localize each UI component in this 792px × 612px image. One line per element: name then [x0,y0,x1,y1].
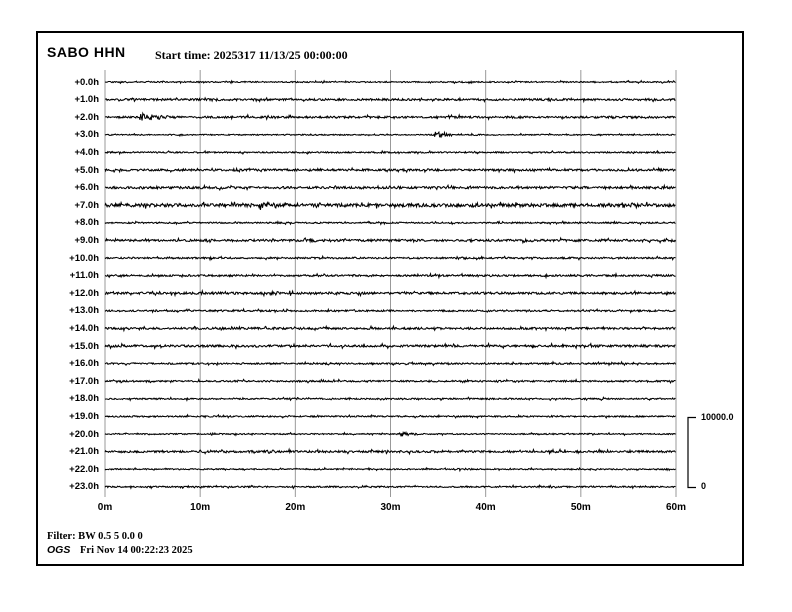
filter-label: Filter: BW 0.5 5 0.0 0 [47,531,143,542]
trace-+4.0h [104,149,676,156]
hour-label-+16.0h: +16.0h [69,358,99,370]
hour-label-+14.0h: +14.0h [69,322,99,334]
hour-label-+5.0h: +5.0h [74,164,99,176]
hour-label-+10.0h: +10.0h [69,252,99,264]
program-label: OGS [47,544,71,556]
hour-label-+23.0h: +23.0h [69,481,99,493]
hour-label-+15.0h: +15.0h [69,340,99,352]
trace-+7.0h [104,200,676,210]
generated-time-label: Fri Nov 14 00:22:23 2025 [80,545,193,556]
trace-+1.0h [104,96,676,104]
trace-+10.0h [104,254,676,262]
hour-label-+13.0h: +13.0h [69,305,99,317]
trace-+23.0h [104,484,676,490]
trace-+3.0h [104,130,676,139]
station-title: SABO HHN [47,44,126,60]
hour-label-+12.0h: +12.0h [69,287,99,299]
hour-label-+8.0h: +8.0h [74,217,99,229]
trace-+11.0h [104,272,676,280]
hour-label-+19.0h: +19.0h [69,410,99,422]
trace-+16.0h [104,360,676,367]
trace-+12.0h [104,288,676,298]
hour-label-+7.0h: +7.0h [74,199,99,211]
scale-max-label: 10000.0 [701,412,734,422]
trace-+8.0h [104,220,676,226]
hour-label-+21.0h: +21.0h [69,446,99,458]
hour-label-+3.0h: +3.0h [74,129,99,141]
trace-+15.0h [104,341,676,351]
trace-+13.0h [104,307,676,314]
hour-label-+6.0h: +6.0h [74,182,99,194]
hour-label-+17.0h: +17.0h [69,375,99,387]
minute-label-40m: 40m [475,502,496,513]
minute-label-60m: 60m [665,502,686,513]
trace-+21.0h [104,447,676,456]
minute-label-20m: 20m [285,502,306,513]
hour-label-+22.0h: +22.0h [69,463,99,475]
hour-label-+2.0h: +2.0h [74,111,99,123]
trace-+0.0h [104,79,676,85]
hour-label-+9.0h: +9.0h [74,234,99,246]
start-time-label: Start time: 2025317 11/13/25 00:00:00 [155,48,348,62]
hour-label-+18.0h: +18.0h [69,393,99,405]
trace-+9.0h [104,236,676,245]
hour-label-+1.0h: +1.0h [74,94,99,106]
minute-label-0m: 0m [97,502,113,513]
trace-+14.0h [104,324,676,333]
trace-+6.0h [105,183,676,192]
minute-label-30m: 30m [380,502,401,513]
trace-+2.0h [105,111,676,121]
trace-+18.0h [104,396,676,402]
scale-bracket [687,416,696,489]
trace-+22.0h [104,466,676,473]
hour-label-+20.0h: +20.0h [69,428,99,440]
trace-+17.0h [104,378,676,384]
trace-+5.0h [104,166,676,174]
minute-label-10m: 10m [190,502,211,513]
hour-label-+11.0h: +11.0h [69,270,99,282]
hour-label-+0.0h: +0.0h [74,76,99,88]
scale-min-label: 0 [701,481,707,491]
trace-+19.0h [104,413,676,419]
hour-label-+4.0h: +4.0h [74,146,99,158]
minute-label-50m: 50m [570,502,591,513]
trace-+20.0h [104,430,676,437]
